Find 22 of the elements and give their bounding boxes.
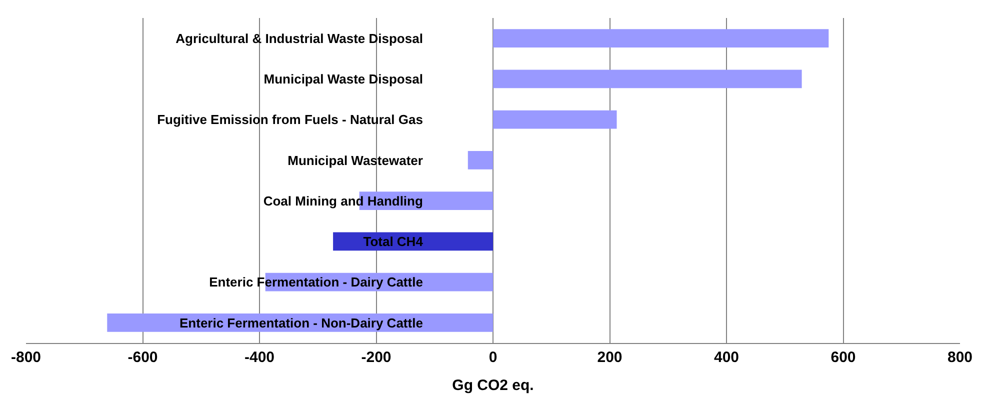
x-tick-label: 200: [597, 349, 622, 366]
bar: [493, 29, 829, 48]
x-tick-label: -200: [361, 349, 392, 366]
bar: [493, 70, 802, 88]
x-tick-label: 0: [488, 349, 498, 366]
x-tick-label: -600: [128, 349, 158, 366]
y-tick-label: Enteric Fermentation - Dairy Cattle: [209, 274, 423, 290]
y-tick-label: Municipal Waste Disposal: [264, 71, 423, 86]
y-tick-label: Total CH4: [363, 234, 424, 249]
bar: [468, 151, 493, 170]
y-tick-label: Agricultural & Industrial Waste Disposal: [176, 30, 423, 46]
x-tick-label: -800: [10, 349, 42, 366]
y-tick-label: Municipal Wastewater: [288, 152, 423, 168]
y-tick-label: Enteric Fermentation - Non-Dairy Cattle: [180, 315, 423, 330]
x-tick-label: -400: [244, 349, 275, 366]
x-axis-title: Gg CO2 eq.: [452, 377, 534, 394]
x-tick-label: 600: [830, 349, 856, 366]
y-tick-label: Fugitive Emission from Fuels - Natural Gas: [157, 112, 423, 128]
bar: [493, 110, 617, 129]
x-tick-label: 800: [947, 349, 973, 366]
y-tick-label: Coal Mining and Handling: [263, 193, 423, 208]
x-tick-label: 400: [714, 349, 740, 366]
